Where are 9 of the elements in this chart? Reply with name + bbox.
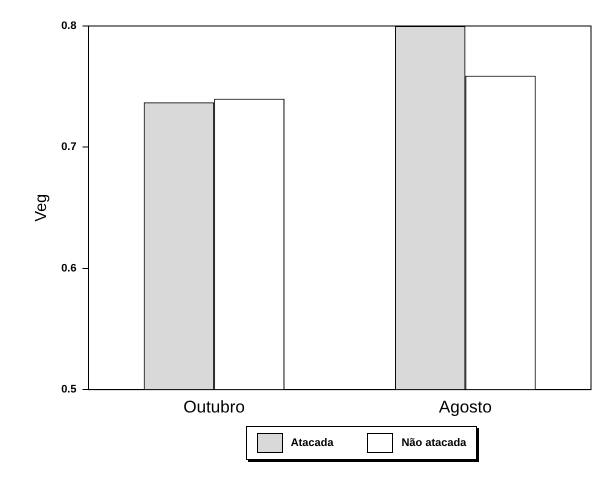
y-tick-label: 0.8	[61, 20, 76, 32]
series-label: Não atacada	[401, 437, 466, 449]
y-tick-label: 0.5	[61, 384, 76, 396]
x-tick-label: Agosto	[438, 397, 492, 416]
legend-label: Atacada	[290, 437, 334, 449]
y-axis-title: Veg	[33, 194, 50, 222]
x-tick-label: Outubro	[183, 397, 245, 416]
y-tick-label: 0.7	[61, 141, 76, 154]
y-tick-label: 0.6	[61, 262, 76, 274]
